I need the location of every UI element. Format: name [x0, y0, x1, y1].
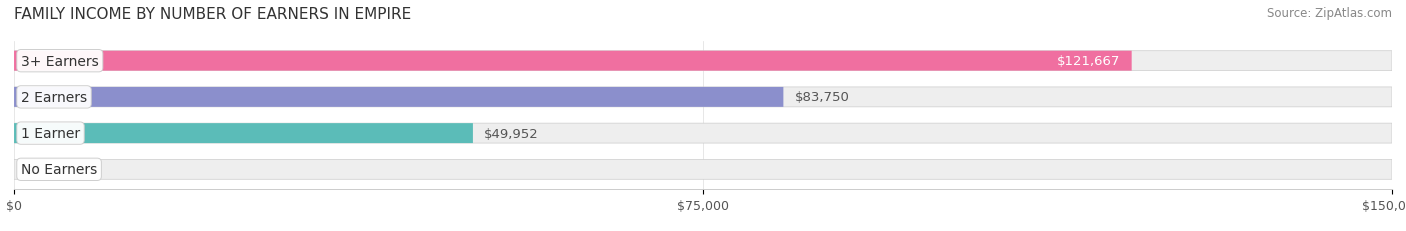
- Text: 2 Earners: 2 Earners: [21, 91, 87, 104]
- Text: 3+ Earners: 3+ Earners: [21, 55, 98, 68]
- Text: $49,952: $49,952: [484, 127, 538, 140]
- FancyBboxPatch shape: [14, 124, 1392, 143]
- FancyBboxPatch shape: [14, 160, 1392, 179]
- FancyBboxPatch shape: [14, 52, 1132, 71]
- Text: FAMILY INCOME BY NUMBER OF EARNERS IN EMPIRE: FAMILY INCOME BY NUMBER OF EARNERS IN EM…: [14, 7, 412, 22]
- Text: $83,750: $83,750: [794, 91, 849, 104]
- Text: $0: $0: [25, 163, 42, 176]
- Text: 1 Earner: 1 Earner: [21, 127, 80, 140]
- FancyBboxPatch shape: [14, 88, 1392, 107]
- Text: Source: ZipAtlas.com: Source: ZipAtlas.com: [1267, 7, 1392, 20]
- FancyBboxPatch shape: [14, 124, 472, 143]
- Text: $121,667: $121,667: [1057, 55, 1121, 68]
- FancyBboxPatch shape: [14, 52, 1392, 71]
- FancyBboxPatch shape: [14, 88, 783, 107]
- Text: No Earners: No Earners: [21, 163, 97, 176]
